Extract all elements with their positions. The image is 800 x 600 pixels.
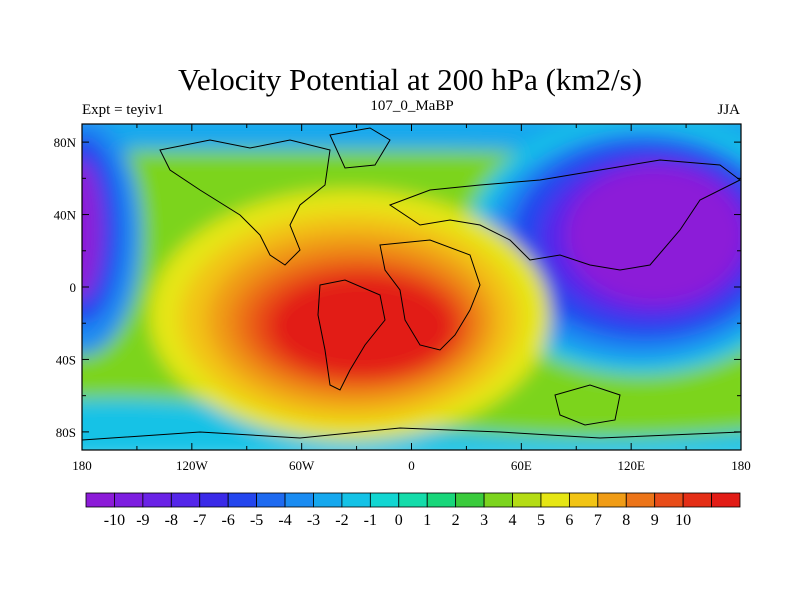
colorbar-swatch [654,492,684,508]
x-tick-label: 0 [408,458,415,473]
colorbar-label: -3 [307,512,320,529]
colorbar-label: -7 [193,512,206,529]
colorbar-label: -8 [165,512,178,529]
y-tick-label: 0 [70,280,77,295]
colorbar-swatch [170,492,201,508]
colorbar-label: 9 [651,512,659,529]
colorbar-labels: -10 -9 -8 -7 -6 -5 -4 -3 -2 -1 0 1 2 3 4 5 6 7 8 9 10 [104,512,691,529]
colorbar-swatch [625,492,656,508]
colorbar-label: -5 [250,512,263,529]
coast-south-america [317,279,386,391]
colorbar-label: 2 [452,512,460,529]
y-tick-labels: 80N 40N 0 40S 80S [54,135,77,440]
coastlines [82,127,741,441]
coast-north-america [159,139,331,266]
colorbar-swatch [597,492,627,508]
colorbar-label: 10 [675,512,691,529]
x-tick-label: 120W [176,458,209,473]
x-tick-labels: 180 120W 60W 0 60E 120E 180 [72,458,751,473]
axis-ticks [81,124,742,450]
subtitle-right: JJA [717,102,740,118]
x-tick-label: 180 [731,458,751,473]
y-tick-label: 80N [54,135,77,150]
colorbar-swatch [227,492,258,508]
x-tick-label: 120E [617,458,645,473]
colorbar-swatch [682,492,712,508]
colorbar-label: 0 [395,512,403,529]
coast-antarctica [82,427,741,441]
field-east-min-core [565,165,741,305]
y-tick-label: 80S [56,425,76,440]
colorbar-label: -1 [364,512,377,529]
colorbar-label: -10 [104,512,125,529]
colorbar-swatch [711,492,741,508]
colorbar-swatch [284,492,314,508]
colorbar-swatch [426,492,457,508]
colorbar-label: 5 [537,512,545,529]
contour-field [82,124,741,450]
colorbar-label: -9 [136,512,149,529]
field-max-core [270,276,454,376]
colorbar-swatch [142,492,172,508]
colorbar [85,492,741,508]
field-west-min-core [82,160,102,300]
coast-africa [379,239,481,351]
colorbar-swatch [568,492,599,508]
coast-australia [554,384,621,426]
colorbar-swatch [256,492,286,508]
coast-greenland [329,127,391,169]
colorbar-swatch [398,492,428,508]
colorbar-label: 4 [509,512,517,529]
x-tick-label: 180 [72,458,92,473]
subtitle-center: 107_0_MaBP [370,98,453,114]
coast-eurasia [388,159,741,271]
y-tick-label: 40N [54,208,77,223]
x-tick-label: 60E [511,458,532,473]
colorbar-swatch [341,492,371,508]
chart-title: Velocity Potential at 200 hPa (km2/s) [178,62,642,97]
colorbar-swatch [114,492,144,508]
colorbar-swatch [369,492,400,508]
colorbar-swatch [483,492,513,508]
colorbar-label: 8 [622,512,630,529]
colorbar-label: 1 [423,512,431,529]
colorbar-swatch [85,492,115,508]
subtitle-left: Expt = teyiv1 [82,102,164,118]
colorbar-label: 6 [565,512,573,529]
colorbar-swatch [540,492,570,508]
colorbar-label: 7 [594,512,602,529]
colorbar-label: -6 [222,512,235,529]
y-tick-label: 40S [56,352,76,367]
colorbar-swatch [313,492,343,508]
x-tick-label: 60W [289,458,315,473]
colorbar-swatch [512,492,542,508]
colorbar-label: 3 [480,512,488,529]
colorbar-label: -2 [335,512,348,529]
colorbar-label: -4 [278,512,291,529]
colorbar-swatch [455,492,485,508]
colorbar-swatch [199,492,229,508]
